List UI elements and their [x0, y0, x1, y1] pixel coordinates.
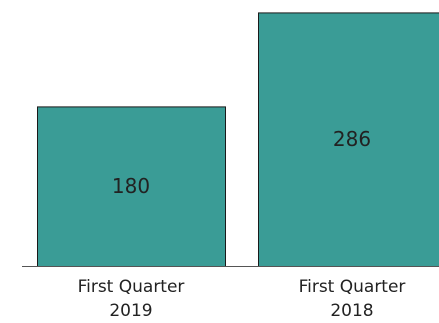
bar-2	[258, 12, 439, 268]
category-label-2-line-1: First Quarter	[299, 277, 406, 297]
bar-1	[37, 106, 226, 268]
data-label-2: 286	[333, 127, 371, 151]
category-label-2-line-2: 2018	[330, 301, 373, 321]
category-label-1-line-2: 2019	[109, 301, 152, 321]
category-label-1-line-1: First Quarter	[78, 277, 185, 297]
data-label-1: 180	[112, 174, 150, 198]
bars-group	[37, 12, 439, 268]
labels-group: 180 First Quarter 2019 286 First Quarter 2018	[78, 127, 406, 321]
